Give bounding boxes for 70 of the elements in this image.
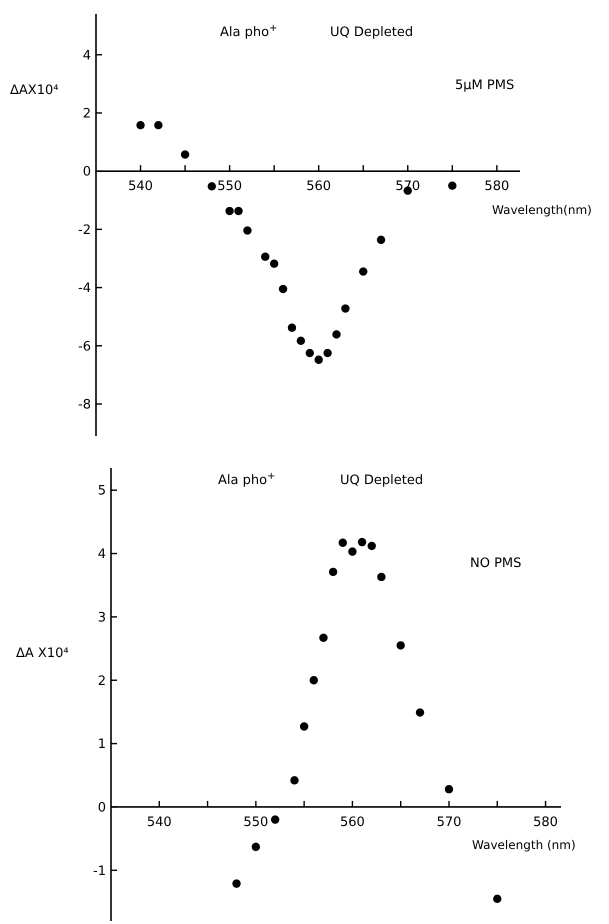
point	[338, 538, 347, 547]
x-tick-label: 550	[243, 814, 268, 830]
point	[136, 120, 145, 130]
y-tick-label: 2	[82, 106, 91, 122]
point	[493, 894, 502, 904]
x-axis-title: Wavelength(nm)	[492, 203, 592, 217]
point	[323, 348, 332, 358]
point	[278, 284, 288, 294]
x-tick-label: 570	[436, 814, 462, 830]
point	[270, 260, 278, 268]
y-tick-label: 1	[98, 737, 106, 752]
y-tick-label: 0	[98, 800, 106, 816]
point	[270, 815, 280, 824]
annotation: UQ Depleted	[340, 473, 424, 488]
point	[448, 182, 457, 190]
annotation: UQ Depleted	[330, 25, 414, 40]
point	[208, 182, 216, 190]
y-tick-label: -4	[78, 281, 91, 296]
x-tick-label: 560	[306, 179, 332, 194]
y-tick-label: -1	[93, 864, 106, 879]
point	[252, 842, 260, 852]
y-tick-label: -8	[78, 398, 91, 413]
x-tick-label: 580	[484, 179, 510, 194]
point	[154, 120, 163, 130]
y-tick-label: 4	[98, 547, 106, 562]
y-axis-title: ΔA X10⁴	[16, 646, 69, 661]
annotation: NO PMS	[470, 556, 522, 571]
point	[296, 336, 306, 346]
point	[341, 304, 350, 313]
y-tick-label: 2	[98, 674, 106, 689]
point	[328, 568, 338, 576]
annotation: Ala pho$^{+}$	[218, 470, 276, 488]
annotation: 5μM PMS	[455, 78, 514, 93]
x-axis-title: Wavelength (nm)	[472, 838, 576, 852]
x-tick-label: 560	[340, 814, 365, 830]
point	[444, 785, 454, 794]
x-tick-label: 550	[217, 179, 242, 194]
x-tick-label: 540	[146, 814, 172, 830]
point	[310, 676, 318, 684]
point	[368, 542, 376, 550]
y-tick-label: -6	[78, 339, 91, 354]
point	[332, 330, 341, 339]
point	[288, 324, 296, 332]
y-tick-label: 3	[98, 610, 106, 626]
y-tick-label: -2	[78, 222, 91, 238]
point	[348, 547, 357, 556]
x-tick-label: 580	[533, 814, 558, 830]
point	[359, 267, 368, 276]
x-tick-label: 540	[128, 179, 153, 194]
point	[243, 226, 252, 235]
y-tick-label: 4	[82, 48, 91, 64]
y-axis-title: ΔAX10⁴	[10, 83, 58, 98]
point	[232, 879, 241, 888]
point	[261, 252, 270, 261]
point	[290, 776, 299, 785]
point	[377, 572, 386, 582]
y-tick-label: 5	[98, 484, 106, 499]
point	[306, 348, 314, 358]
y-tick-label: 0	[82, 164, 91, 180]
annotation: Ala pho$^{+}$	[220, 22, 278, 40]
point	[396, 641, 405, 650]
point	[319, 634, 328, 642]
point	[180, 150, 190, 159]
point	[358, 538, 366, 546]
point	[300, 722, 308, 731]
point	[416, 708, 424, 717]
point	[376, 236, 386, 244]
point	[314, 356, 323, 364]
point	[225, 206, 234, 216]
point	[234, 206, 243, 216]
